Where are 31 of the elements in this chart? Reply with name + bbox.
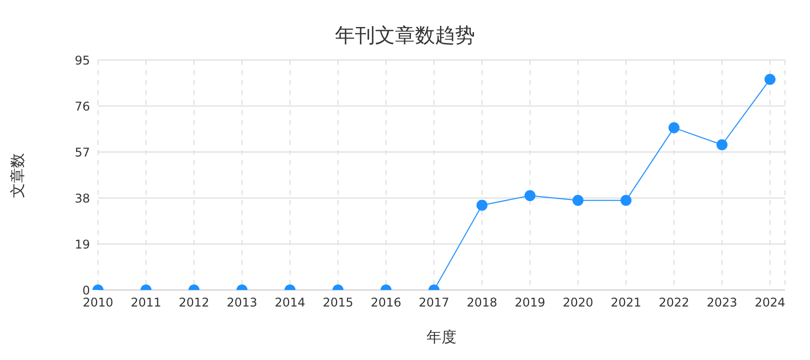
point bbox=[716, 139, 728, 150]
point bbox=[620, 194, 632, 206]
x-tick-label: 2015 bbox=[322, 296, 354, 310]
point bbox=[572, 194, 584, 206]
y-tick-label: 76 bbox=[74, 99, 90, 114]
x-tick-label: 2020 bbox=[562, 296, 594, 310]
x-tick-label: 2022 bbox=[658, 296, 690, 310]
x-tick-label: 2017 bbox=[418, 296, 450, 310]
x-tick-label: 2018 bbox=[466, 296, 498, 310]
point bbox=[524, 190, 536, 202]
x-axis-title: 年度 bbox=[426, 328, 458, 347]
y-tick-label: 19 bbox=[74, 237, 90, 252]
x-tick-label: 2016 bbox=[370, 296, 402, 310]
y-tick-label: 0 bbox=[82, 283, 90, 298]
x-tick-label: 2013 bbox=[226, 296, 258, 310]
x-tick-label: 2011 bbox=[130, 296, 162, 310]
x-tick-label: 2012 bbox=[178, 296, 210, 310]
x-tick-label: 2024 bbox=[754, 296, 786, 310]
x-tick-label: 2019 bbox=[514, 296, 546, 310]
x-tick-label: 2023 bbox=[706, 296, 738, 310]
y-axis-title: 文章数 bbox=[8, 153, 28, 198]
point bbox=[476, 200, 488, 211]
x-tick-label: 2010 bbox=[82, 296, 114, 310]
y-tick-label: 57 bbox=[74, 145, 90, 160]
x-tick-label: 2021 bbox=[610, 296, 642, 310]
point bbox=[668, 122, 680, 134]
y-tick-label: 38 bbox=[74, 191, 90, 206]
y-tick-label: 95 bbox=[74, 53, 90, 68]
chart-title: 年刊文章数趋势 bbox=[334, 22, 476, 49]
point bbox=[764, 74, 776, 85]
x-tick-label: 2014 bbox=[274, 296, 306, 310]
